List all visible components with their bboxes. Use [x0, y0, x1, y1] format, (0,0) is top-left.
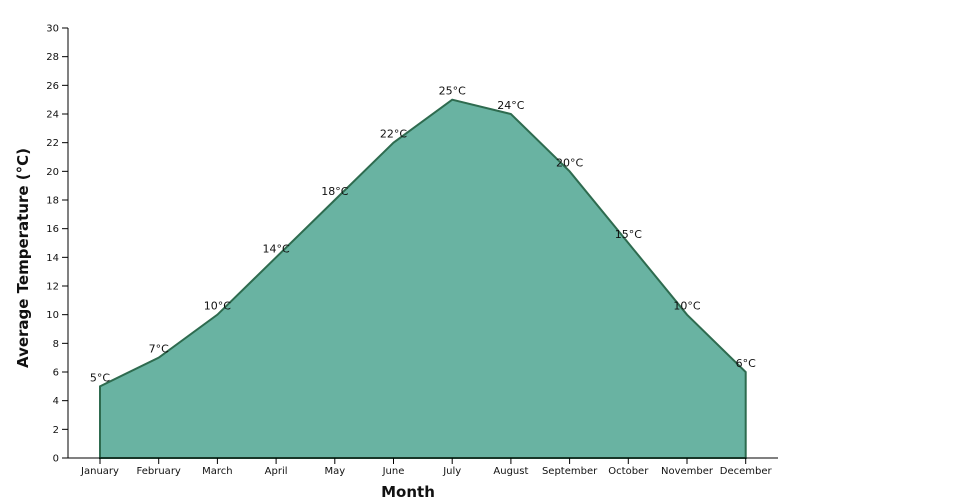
y-tick-label: 4 — [53, 396, 59, 407]
y-tick-label: 6 — [53, 368, 59, 379]
y-tick-label: 10 — [46, 310, 59, 321]
x-axis-title: Month — [381, 483, 435, 500]
y-tick-label: 0 — [53, 454, 59, 465]
y-tick-label: 24 — [46, 110, 59, 121]
x-tick-label: August — [493, 466, 528, 477]
data-label: 20°C — [556, 156, 583, 169]
x-axis-ticks: January February March April May June July Augu… — [80, 458, 773, 477]
area-series — [99, 98, 747, 459]
data-label: 18°C — [321, 185, 348, 198]
y-tick-label: 20 — [46, 167, 59, 178]
x-tick-label: July — [442, 466, 461, 477]
x-tick-label: January — [80, 466, 119, 477]
x-tick-label: November — [661, 466, 714, 477]
x-tick-label: February — [137, 466, 181, 477]
data-labels: 5°C 7°C 10°C 14°C 18°C 22°C 25°C 24°C 20°C 15°C 10… — [90, 85, 756, 385]
y-tick-label: 16 — [46, 224, 59, 235]
x-tick-label: April — [265, 466, 288, 477]
y-tick-label: 28 — [46, 52, 59, 63]
data-label: 15°C — [615, 228, 642, 241]
data-label: 14°C — [263, 242, 290, 255]
x-tick-label: March — [202, 466, 232, 477]
data-label: 7°C — [149, 343, 169, 356]
x-tick-label: December — [720, 466, 773, 477]
data-label: 5°C — [90, 371, 110, 384]
data-label: 22°C — [380, 128, 407, 141]
axes-layer — [67, 28, 778, 459]
x-tick-label: September — [542, 466, 598, 477]
x-tick-label: June — [382, 466, 405, 477]
y-tick-label: 22 — [46, 138, 59, 149]
y-tick-label: 18 — [46, 196, 59, 207]
y-tick-label: 30 — [46, 24, 59, 35]
y-tick-label: 26 — [46, 81, 59, 92]
x-tick-label: May — [324, 466, 345, 477]
data-label: 10°C — [673, 300, 700, 313]
area-layer — [99, 98, 747, 459]
y-tick-label: 2 — [53, 425, 59, 436]
x-tick-label: October — [608, 466, 649, 477]
y-tick-label: 12 — [46, 282, 59, 293]
data-label: 10°C — [204, 300, 231, 313]
y-tick-label: 14 — [46, 253, 59, 264]
y-tick-label: 8 — [53, 339, 59, 350]
y-axis-title: Average Temperature (°C) — [14, 148, 32, 368]
data-label: 24°C — [497, 99, 524, 112]
data-label: 25°C — [439, 85, 466, 98]
data-label: 6°C — [736, 357, 756, 370]
